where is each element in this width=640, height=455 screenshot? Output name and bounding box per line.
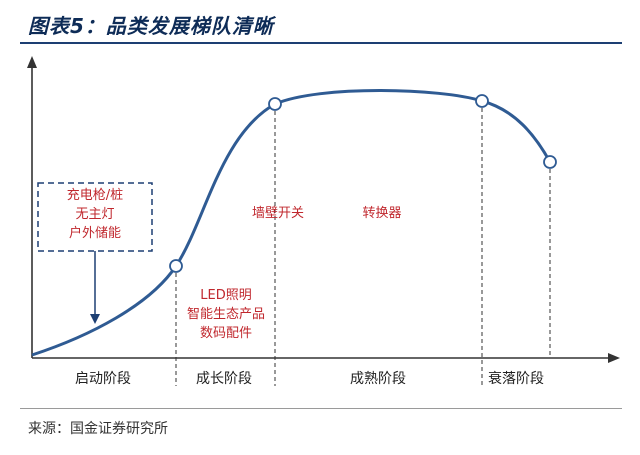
category-led-lighting: LED照明 xyxy=(200,288,252,303)
stage-growth: 成长阶段 xyxy=(196,371,252,387)
startup-callout-box xyxy=(37,182,153,252)
stage-startup: 启动阶段 xyxy=(75,371,131,387)
category-wall-switch: 墙壁开关 xyxy=(251,206,304,221)
marker-decline xyxy=(475,94,489,108)
callout-arrow-head xyxy=(90,314,100,324)
category-converter: 转换器 xyxy=(362,206,402,221)
figure-title: 图表5：品类发展梯队清晰 xyxy=(28,14,274,38)
category-digital-accessories: 数码配件 xyxy=(199,326,252,341)
startup-categories: 充电枪/桩 无主灯 户外储能 xyxy=(40,186,150,243)
marker-growth xyxy=(169,259,183,273)
category-outdoor-storage: 户外储能 xyxy=(68,226,121,241)
title-divider xyxy=(20,42,622,44)
category-no-main-light: 无主灯 xyxy=(75,207,115,222)
y-axis-arrow xyxy=(27,56,37,68)
marker-end xyxy=(543,155,557,169)
stage-decline: 衰落阶段 xyxy=(488,371,544,387)
category-smart-ecosystem: 智能生态产品 xyxy=(186,307,265,322)
category-charging-pile: 充电枪/桩 xyxy=(66,188,124,203)
stage-mature: 成熟阶段 xyxy=(350,371,406,387)
growth-categories: LED照明 智能生态产品 数码配件 xyxy=(178,286,274,343)
x-axis-arrow xyxy=(608,353,620,363)
marker-mature xyxy=(268,97,282,111)
footer-divider xyxy=(20,408,622,409)
source-note: 来源：国金证券研究所 xyxy=(28,421,168,437)
